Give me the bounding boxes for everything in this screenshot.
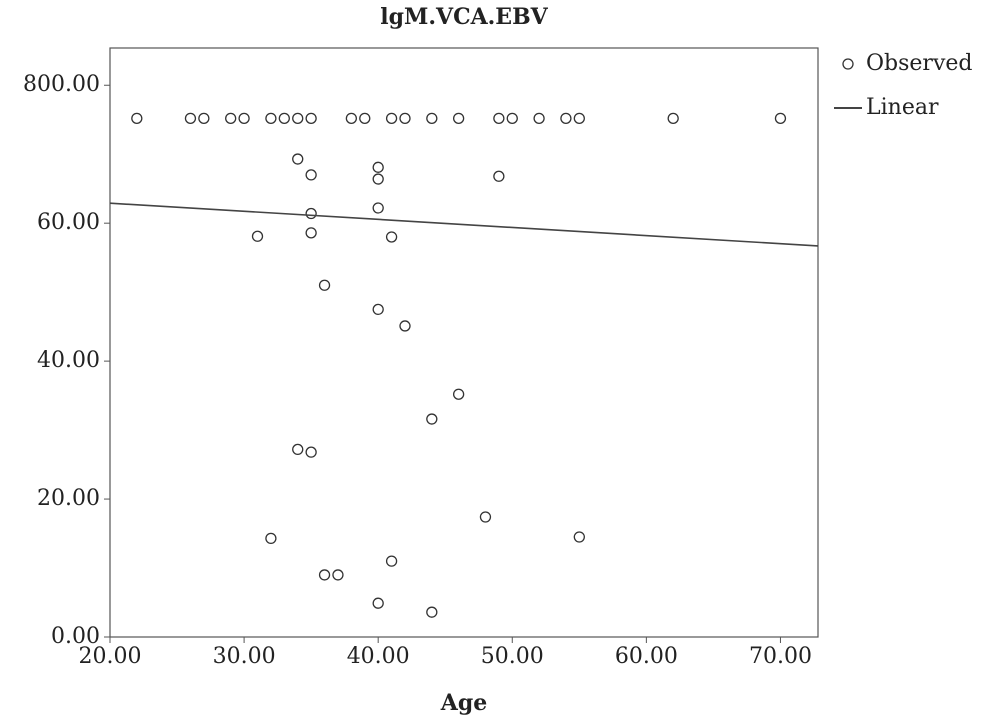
point <box>426 413 438 425</box>
point <box>305 446 317 458</box>
y-tick-label: 20.00 <box>37 486 100 511</box>
point <box>292 153 304 165</box>
legend-label: Linear <box>866 95 939 120</box>
y-tick-label: 40.00 <box>37 348 100 373</box>
point <box>479 511 492 523</box>
y-tick-label: 60.00 <box>37 210 100 235</box>
fit-line <box>109 202 819 247</box>
point <box>251 230 264 242</box>
point <box>292 443 304 456</box>
point <box>560 112 572 124</box>
x-tick-label: 40.00 <box>347 644 410 669</box>
point <box>318 569 331 581</box>
x-tick-label: 70.00 <box>749 644 812 669</box>
point <box>372 303 384 316</box>
point <box>359 112 371 124</box>
y-tick-label: 800.00 <box>23 72 100 97</box>
x-tick-label: 50.00 <box>481 644 544 669</box>
point <box>372 161 384 173</box>
point <box>573 112 585 124</box>
point <box>265 112 277 124</box>
plot-frame <box>109 47 819 638</box>
point <box>385 112 398 124</box>
point <box>265 532 277 545</box>
point <box>426 112 438 124</box>
point <box>533 112 545 124</box>
x-tick-label: 30.00 <box>213 644 276 669</box>
legend-label: Observed <box>866 51 972 76</box>
point <box>345 112 358 124</box>
x-tick-label: 20.00 <box>79 644 142 669</box>
point <box>372 173 384 185</box>
point <box>198 112 210 124</box>
point <box>292 112 304 124</box>
point <box>399 320 411 332</box>
point <box>506 112 518 124</box>
point <box>372 202 384 214</box>
point <box>332 569 344 581</box>
point <box>493 112 505 124</box>
point <box>238 112 250 124</box>
point <box>493 170 505 182</box>
point <box>399 112 411 124</box>
point <box>305 112 317 124</box>
point <box>318 279 331 291</box>
point <box>385 555 398 567</box>
x-tick-label: 60.00 <box>615 644 678 669</box>
point <box>573 531 585 543</box>
point <box>426 606 438 618</box>
point <box>774 112 787 124</box>
point <box>305 169 317 181</box>
point <box>452 388 465 400</box>
point <box>667 112 679 124</box>
point <box>305 227 317 239</box>
y-tick-label: 0.00 <box>51 624 100 649</box>
point <box>184 112 197 124</box>
point <box>225 112 237 124</box>
point <box>385 231 398 243</box>
x-axis-label: Age <box>440 690 487 716</box>
legend-swatch <box>842 58 854 70</box>
point <box>452 112 465 124</box>
point <box>131 112 143 124</box>
point <box>372 597 384 609</box>
chart-title: lgM.VCA.EBV <box>380 4 548 30</box>
point <box>278 112 290 124</box>
point <box>305 207 317 220</box>
